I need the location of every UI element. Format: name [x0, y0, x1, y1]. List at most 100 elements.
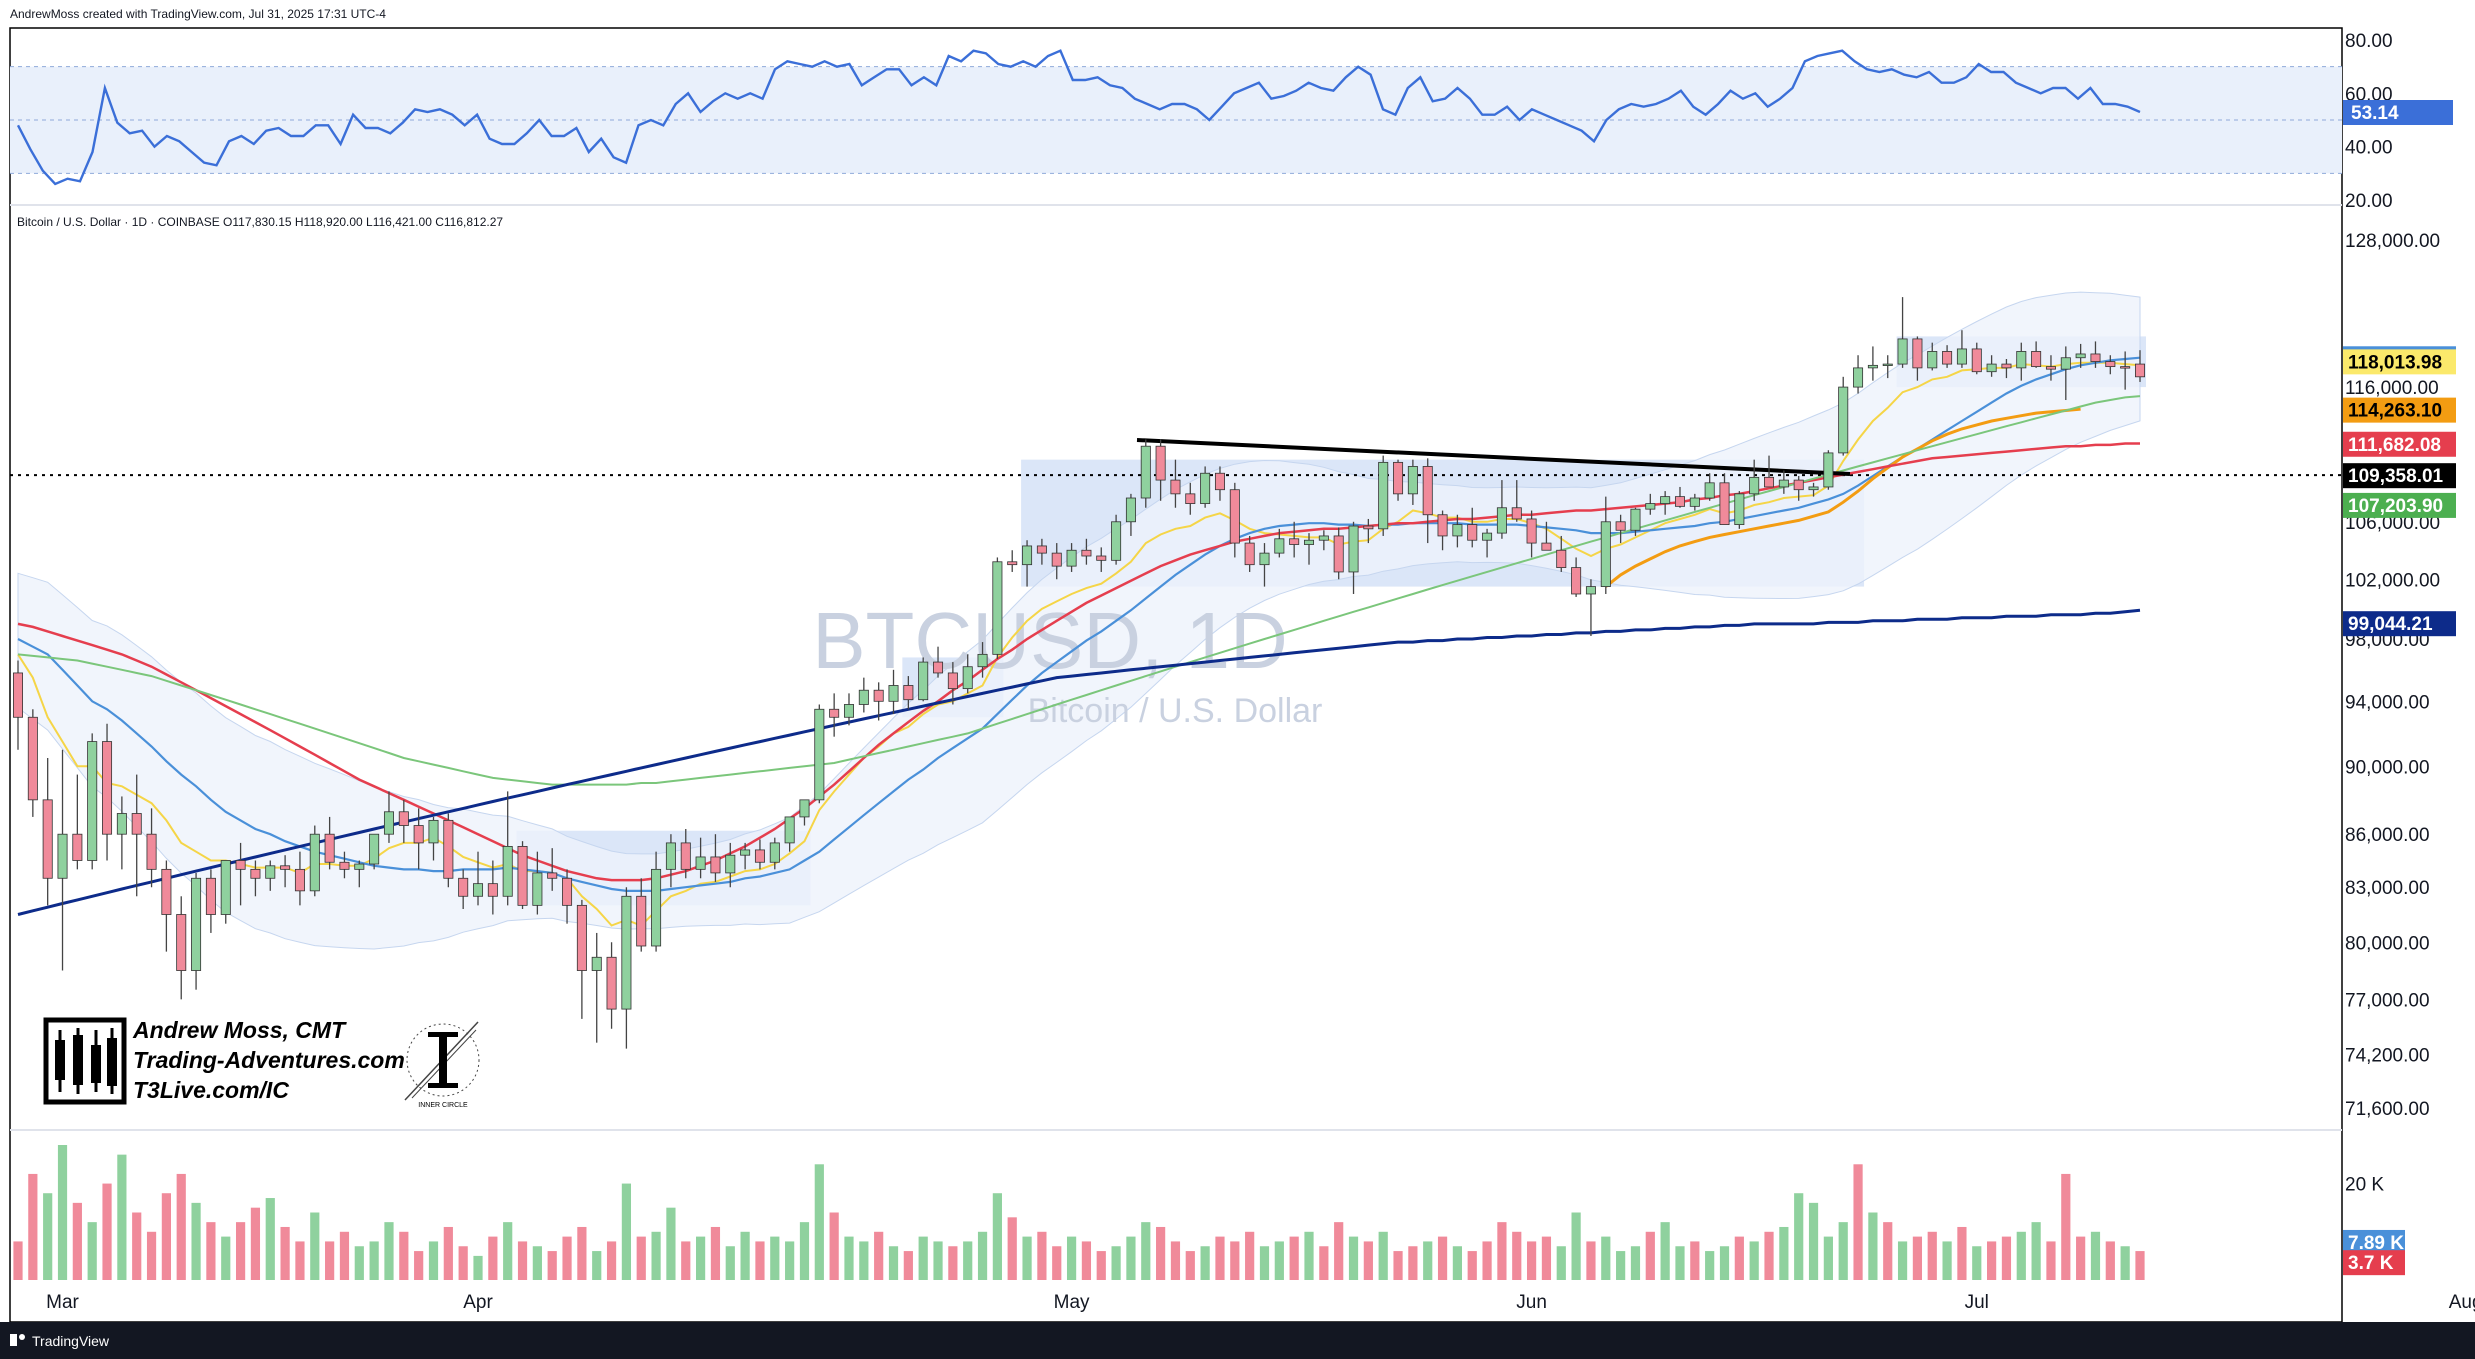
- volume-bar: [1497, 1222, 1507, 1280]
- volume-bar: [1022, 1236, 1032, 1280]
- volume-bar: [1408, 1246, 1418, 1280]
- symbol-info-line: Bitcoin / U.S. Dollar · 1D · COINBASE O1…: [17, 215, 503, 229]
- tradingview-logo[interactable]: TradingView: [10, 1333, 110, 1349]
- volume-bar: [146, 1231, 157, 1280]
- bollinger-band: [17, 291, 2141, 950]
- volume-bar: [384, 1222, 394, 1280]
- price-value-badge: [2343, 397, 2456, 423]
- candle-body: [309, 833, 320, 892]
- volume-bar: [2046, 1241, 2056, 1280]
- candle-body: [1496, 507, 1507, 534]
- price-value-badge: [2343, 611, 2456, 637]
- candle-body: [858, 689, 869, 705]
- volume-bar: [1334, 1222, 1344, 1280]
- volume-bar: [1274, 1241, 1284, 1280]
- candle-body: [1571, 567, 1582, 595]
- candle-body: [1081, 549, 1092, 557]
- volume-bar: [1883, 1222, 1893, 1280]
- candle-body: [1764, 476, 1775, 488]
- logo-candle: [55, 1040, 65, 1080]
- candle-body: [1645, 503, 1656, 510]
- candle-body: [814, 708, 825, 801]
- volume-bar: [1437, 1236, 1448, 1280]
- candle-body: [1734, 493, 1745, 526]
- candle-body: [1971, 348, 1982, 373]
- chart-frame: [9, 27, 2343, 1323]
- logo-candle: [107, 1038, 117, 1086]
- price-value-badge: [2343, 349, 2456, 375]
- volume-bar: [2061, 1173, 2071, 1280]
- candle-body: [250, 868, 261, 879]
- watermark-symbol: BTCUSD, 1D: [812, 596, 1288, 685]
- candle-body: [1749, 476, 1760, 495]
- volume-bar: [2090, 1231, 2101, 1280]
- candle-body: [131, 813, 142, 835]
- volume-bar: [235, 1222, 246, 1280]
- candle-body: [1942, 351, 1953, 365]
- volume-bar: [755, 1241, 765, 1280]
- trendline[interactable]: [1136, 438, 1851, 476]
- volume-bar: [458, 1246, 468, 1280]
- candle-body: [1630, 508, 1641, 531]
- candle-body: [1452, 524, 1463, 537]
- volume-bar: [2120, 1246, 2130, 1280]
- candle-body: [1022, 545, 1033, 566]
- volume-bar: [903, 1251, 913, 1280]
- volume-bar: [102, 1183, 112, 1280]
- candle-body: [2060, 357, 2071, 370]
- volume-bar: [1348, 1236, 1359, 1280]
- candle-body: [1778, 479, 1789, 488]
- candle-body: [784, 816, 795, 844]
- x-tick-label: Aug: [2449, 1292, 2475, 1313]
- candle-body: [116, 813, 127, 835]
- candle-body: [1689, 497, 1700, 507]
- candle-body: [1407, 466, 1418, 495]
- volume-bar: [1912, 1236, 1923, 1280]
- volume-bar: [1200, 1246, 1210, 1280]
- volume-bar: [844, 1236, 854, 1280]
- candle-body: [1808, 486, 1819, 491]
- price-y-axis: 128,000.00 116,000.00 106,000.00 102,000.00…: [2345, 231, 2440, 1120]
- volume-bar: [1616, 1251, 1626, 1280]
- volume-bar: [1482, 1241, 1492, 1280]
- volume-bar: [1586, 1241, 1596, 1280]
- volume-bar: [2135, 1251, 2145, 1280]
- price-tick-label: 128,000.00: [2345, 231, 2440, 252]
- candle-body: [2090, 353, 2101, 362]
- volume-bar: [1037, 1231, 1047, 1280]
- candle-body: [473, 883, 484, 897]
- candle-body: [829, 708, 840, 718]
- candle-body: [354, 863, 365, 870]
- candle-body: [873, 689, 884, 702]
- candle-body: [1526, 518, 1537, 544]
- candle-body: [843, 704, 854, 718]
- candle-body: [1956, 348, 1967, 365]
- volume-bar: [681, 1241, 691, 1280]
- candle-body: [1422, 466, 1433, 516]
- volume-bar: [1601, 1236, 1611, 1280]
- volume-bar: [696, 1236, 706, 1280]
- volume-bar: [547, 1251, 557, 1280]
- volume-bar: [948, 1246, 958, 1280]
- badge-caption: INNER CIRCLE: [418, 1102, 468, 1109]
- volume-bar: [503, 1222, 513, 1280]
- candle-body: [547, 872, 558, 879]
- volume-bar: [428, 1241, 439, 1280]
- volume-bar: [785, 1241, 795, 1280]
- volume-bar: [1927, 1231, 1937, 1280]
- candle-body: [710, 856, 721, 874]
- candle-body: [87, 741, 98, 861]
- site-primary: Trading-Adventures.com: [133, 1047, 405, 1073]
- volume-y-axis: 20 K 7.89 K3.7 K: [2343, 1175, 2405, 1276]
- price-tick-label: 102,000.00: [2345, 570, 2440, 591]
- volume-bar: [636, 1236, 646, 1280]
- rsi-value-badge: [2343, 100, 2453, 125]
- volume-bar: [1289, 1236, 1299, 1280]
- volume-bar: [221, 1236, 231, 1280]
- candle-body: [176, 914, 187, 971]
- volume-bar: [191, 1202, 201, 1280]
- volume-bar: [1779, 1226, 1789, 1280]
